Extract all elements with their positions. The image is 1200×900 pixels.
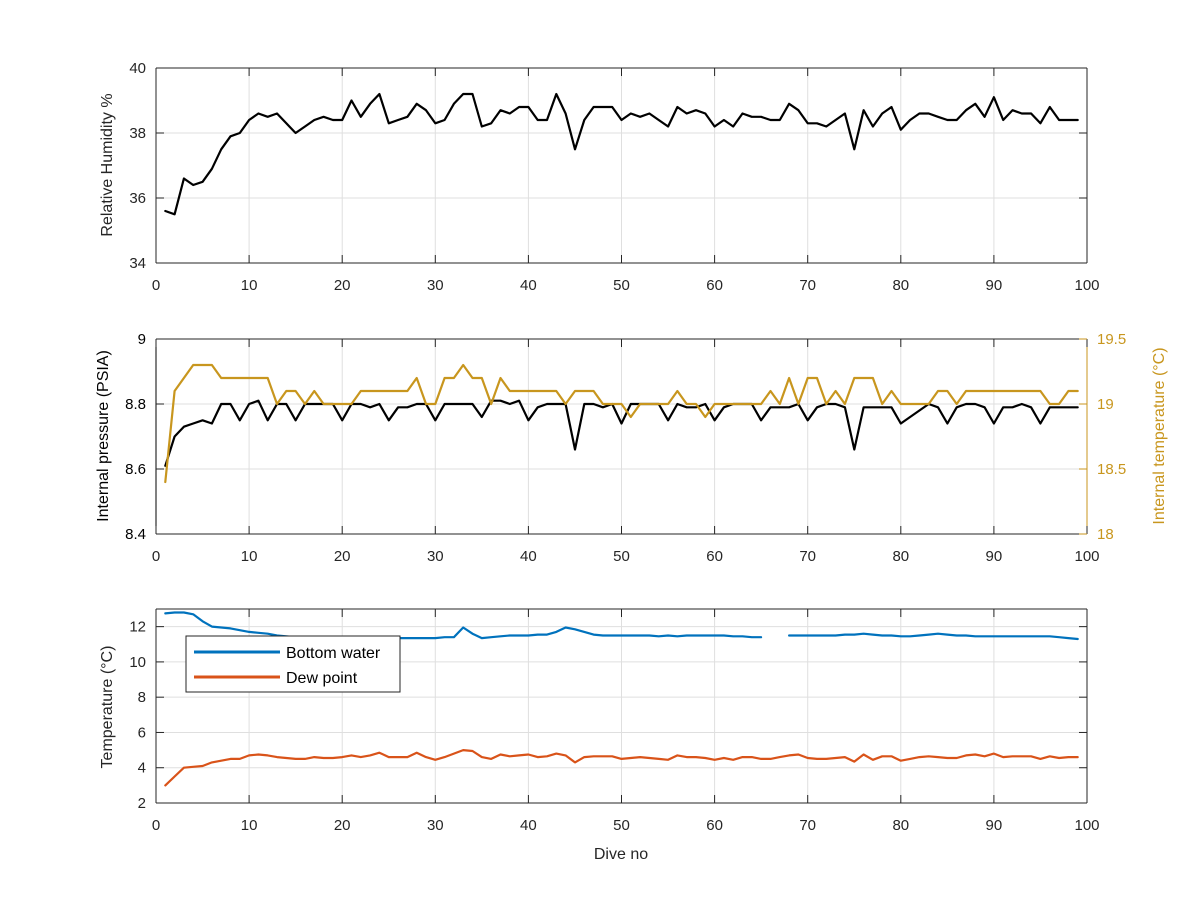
pressure-y-tick-label-8.6: 8.6: [125, 461, 146, 478]
temperature-y-tick-label-12: 12: [129, 619, 146, 636]
temperature-x-tick-label-10: 10: [241, 817, 258, 834]
humidity-y-tick-label-34: 34: [129, 255, 146, 272]
pressure-x-tick-label-10: 10: [241, 548, 258, 565]
pressure-y2-tick-label-19: 19: [1097, 396, 1114, 413]
pressure-x-tick-label-60: 60: [706, 548, 723, 565]
humidity-x-tick-label-40: 40: [520, 277, 537, 294]
pressure-x-tick-label-100: 100: [1074, 548, 1099, 565]
humidity-x-tick-label-60: 60: [706, 277, 723, 294]
legend-label-dew-point: Dew point: [286, 670, 358, 687]
pressure-x-tick-label-90: 90: [986, 548, 1003, 565]
humidity-series-line-0: [164, 92, 1079, 216]
humidity-x-tick-label-0: 0: [152, 277, 160, 294]
temperature-x-tick-label-20: 20: [334, 817, 351, 834]
pressure-x-tick-label-50: 50: [613, 548, 630, 565]
temperature-x-tick-label-90: 90: [986, 817, 1003, 834]
humidity-x-tick-label-50: 50: [613, 277, 630, 294]
temperature-x-tick-label-100: 100: [1074, 817, 1099, 834]
pressure-y-tick-label-9: 9: [138, 331, 146, 348]
pressure-y-tick-label-8.8: 8.8: [125, 396, 146, 413]
pressure-y2-tick-label-18.5: 18.5: [1097, 461, 1126, 478]
pressure-y-tick-label-8.4: 8.4: [125, 526, 146, 543]
legend: Bottom water Dew point: [185, 635, 401, 693]
pressure-x-tick-label-80: 80: [892, 548, 909, 565]
temperature-series-line-1: [164, 749, 1079, 787]
humidity-x-tick-label-30: 30: [427, 277, 444, 294]
temperature-y-tick-label-4: 4: [138, 760, 146, 777]
temperature-series-line-0: [164, 611, 1079, 641]
pressure-y2-tick-label-19.5: 19.5: [1097, 331, 1126, 348]
temperature-x-tick-label-50: 50: [613, 817, 630, 834]
pressure-y2-tick-label-18: 18: [1097, 526, 1114, 543]
temperature-y-axis-label: Temperature (°C): [99, 646, 116, 769]
humidity-y-tick-label-38: 38: [129, 125, 146, 142]
temperature-panel: 0 10 20 30 40 50 60 70 80 90 100 2 4 6 8 10 12 Temperatu…: [99, 608, 1100, 863]
pressure-x-tick-label-0: 0: [152, 548, 160, 565]
humidity-x-tick-label-100: 100: [1074, 277, 1099, 294]
humidity-x-tick-label-90: 90: [986, 277, 1003, 294]
temperature-y-tick-label-2: 2: [138, 795, 146, 812]
humidity-y-tick-label-40: 40: [129, 60, 146, 77]
temperature-y-tick-label-8: 8: [138, 689, 146, 706]
temperature-x-tick-label-80: 80: [892, 817, 909, 834]
pressure-x-tick-label-40: 40: [520, 548, 537, 565]
temperature-x-tick-label-60: 60: [706, 817, 723, 834]
pressure-series-line-1: [164, 363, 1079, 484]
humidity-x-tick-label-20: 20: [334, 277, 351, 294]
temperature-y-tick-label-10: 10: [129, 654, 146, 671]
internal-temperature-y-axis-label: Internal temperature (°C): [1151, 347, 1168, 524]
legend-label-bottom-water: Bottom water: [286, 645, 381, 662]
humidity-y-tick-label-36: 36: [129, 190, 146, 207]
pressure-x-tick-label-30: 30: [427, 548, 444, 565]
humidity-panel: 0 10 20 30 40 50 60 70 80 90 100 34 36 38 40 Relative …: [99, 60, 1100, 294]
temperature-x-tick-label-70: 70: [799, 817, 816, 834]
humidity-y-axis-label: Relative Humidity %: [99, 93, 116, 236]
pressure-x-tick-label-20: 20: [334, 548, 351, 565]
humidity-x-tick-label-80: 80: [892, 277, 909, 294]
pressure-y-axis-label: Internal pressure (PSIA): [95, 350, 112, 522]
legend-box: [185, 635, 401, 693]
temperature-x-tick-label-40: 40: [520, 817, 537, 834]
temperature-x-tick-label-0: 0: [152, 817, 160, 834]
pressure-temperature-panel: 0 10 20 30 40 50 60 70 80 90 100 8.4 8.6 8.8 9 18 18.5 19…: [95, 331, 1168, 565]
dive-no-x-axis-label: Dive no: [594, 846, 648, 863]
pressure-x-tick-label-70: 70: [799, 548, 816, 565]
humidity-x-tick-label-10: 10: [241, 277, 258, 294]
humidity-x-tick-label-70: 70: [799, 277, 816, 294]
temperature-y-tick-label-6: 6: [138, 724, 146, 741]
temperature-x-tick-label-30: 30: [427, 817, 444, 834]
pressure-series-line-0: [164, 399, 1079, 467]
